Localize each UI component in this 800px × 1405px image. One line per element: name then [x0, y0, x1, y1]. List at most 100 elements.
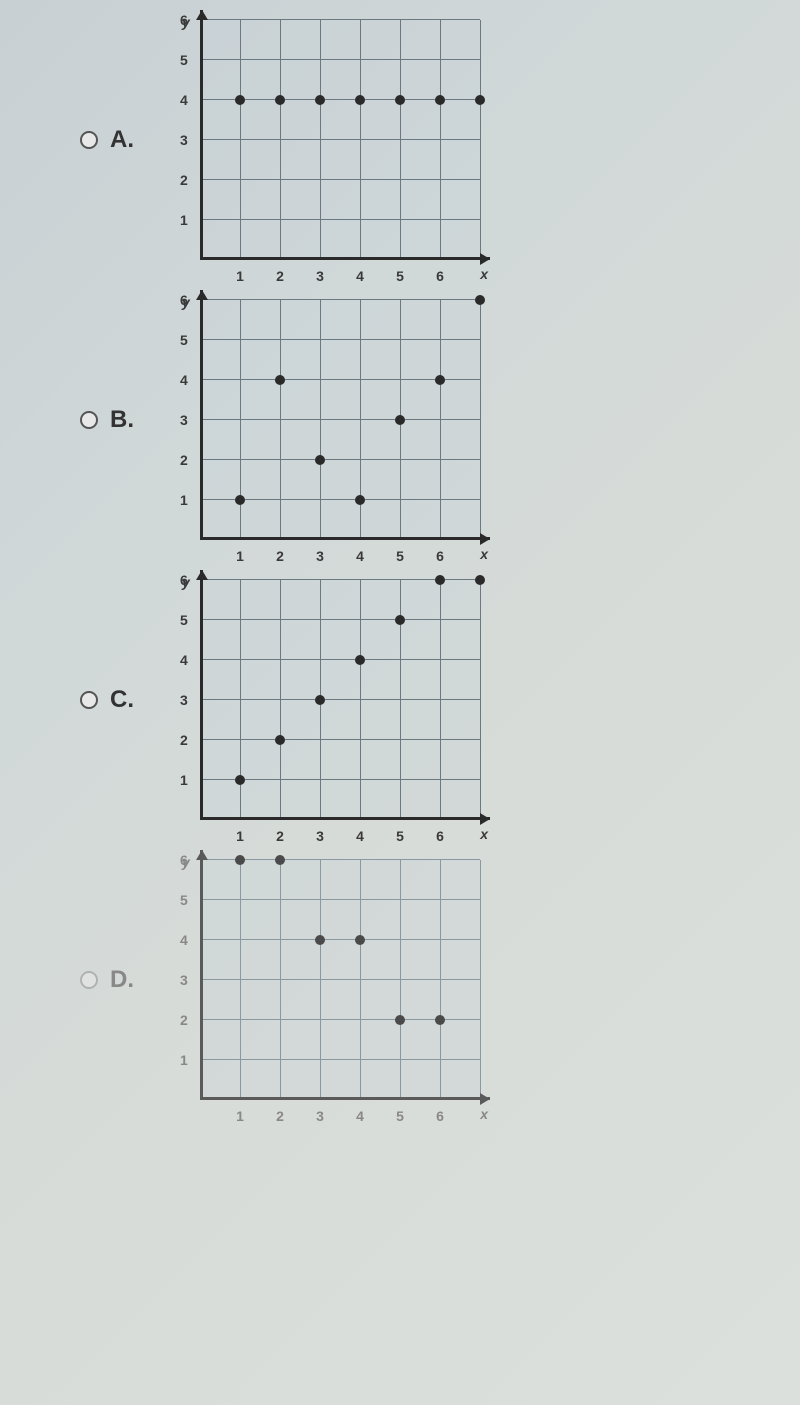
- grid-line: [360, 580, 361, 820]
- arrow-up-icon: [196, 10, 208, 20]
- y-tick-label: 3: [180, 972, 188, 988]
- y-tick-label: 2: [180, 452, 188, 468]
- scatter-chart-d: 123456123456yx: [200, 860, 480, 1100]
- x-tick-label: 5: [396, 268, 404, 284]
- y-axis: [200, 570, 203, 820]
- y-tick-label: 4: [180, 92, 188, 108]
- data-point: [235, 495, 245, 505]
- grid-line: [200, 299, 480, 300]
- x-tick-label: 2: [276, 828, 284, 844]
- option-label: A.: [110, 126, 134, 154]
- grid-line: [200, 899, 480, 900]
- x-tick-label: 2: [276, 548, 284, 564]
- data-point: [435, 1015, 445, 1025]
- grid-line: [200, 939, 480, 940]
- grid-line: [400, 20, 401, 260]
- radio-container[interactable]: B.: [80, 406, 170, 434]
- y-tick-label: 5: [180, 892, 188, 908]
- data-point: [435, 95, 445, 105]
- grid-line: [280, 20, 281, 260]
- grid-line: [200, 419, 480, 420]
- y-axis-label: y: [182, 294, 190, 310]
- x-tick-label: 1: [236, 1108, 244, 1124]
- y-axis: [200, 290, 203, 540]
- scatter-chart-c: 123456123456yx: [200, 580, 480, 820]
- data-point: [275, 95, 285, 105]
- grid-line: [200, 339, 480, 340]
- grid-line: [200, 59, 480, 60]
- chart-container: 123456123456yx: [200, 860, 480, 1100]
- y-axis-label: y: [182, 14, 190, 30]
- radio-container[interactable]: A.: [80, 126, 170, 154]
- grid-line: [320, 860, 321, 1100]
- radio-button-a[interactable]: [80, 131, 98, 149]
- grid-line: [400, 860, 401, 1100]
- data-point: [355, 95, 365, 105]
- grid-line: [200, 179, 480, 180]
- option-label: C.: [110, 686, 134, 714]
- chart-container: 123456123456yx: [200, 300, 480, 540]
- grid-line: [480, 860, 481, 1100]
- y-tick-label: 5: [180, 332, 188, 348]
- x-axis: [200, 537, 490, 540]
- scatter-chart-a: 123456123456yx: [200, 20, 480, 260]
- x-tick-label: 5: [396, 548, 404, 564]
- arrow-right-icon: [480, 813, 490, 825]
- x-tick-label: 3: [316, 268, 324, 284]
- x-tick-label: 4: [356, 1108, 364, 1124]
- x-axis-label: x: [480, 826, 488, 842]
- y-tick-label: 4: [180, 372, 188, 388]
- grid-line: [280, 860, 281, 1100]
- radio-container[interactable]: C.: [80, 686, 170, 714]
- grid-line: [200, 739, 480, 740]
- data-point: [315, 695, 325, 705]
- data-point: [275, 375, 285, 385]
- x-tick-label: 5: [396, 1108, 404, 1124]
- data-point: [475, 575, 485, 585]
- x-tick-label: 6: [436, 1108, 444, 1124]
- radio-button-d[interactable]: [80, 971, 98, 989]
- arrow-up-icon: [196, 290, 208, 300]
- data-point: [395, 1015, 405, 1025]
- y-tick-label: 1: [180, 772, 188, 788]
- x-axis-label: x: [480, 266, 488, 282]
- x-axis-label: x: [480, 546, 488, 562]
- x-axis: [200, 817, 490, 820]
- option-label: D.: [110, 966, 134, 994]
- x-tick-label: 6: [436, 548, 444, 564]
- y-tick-label: 5: [180, 52, 188, 68]
- grid-line: [200, 659, 480, 660]
- y-tick-label: 1: [180, 212, 188, 228]
- data-point: [355, 655, 365, 665]
- grid-line: [200, 219, 480, 220]
- data-point: [395, 415, 405, 425]
- arrow-right-icon: [480, 1093, 490, 1105]
- y-axis-label: y: [182, 574, 190, 590]
- grid-line: [440, 20, 441, 260]
- grid-line: [320, 20, 321, 260]
- grid-line: [360, 20, 361, 260]
- arrow-right-icon: [480, 253, 490, 265]
- grid-line: [480, 20, 481, 260]
- grid-line: [320, 300, 321, 540]
- grid-line: [200, 699, 480, 700]
- data-point: [235, 775, 245, 785]
- radio-button-b[interactable]: [80, 411, 98, 429]
- data-point: [315, 455, 325, 465]
- data-point: [275, 855, 285, 865]
- radio-button-c[interactable]: [80, 691, 98, 709]
- x-tick-label: 4: [356, 828, 364, 844]
- arrow-right-icon: [480, 533, 490, 545]
- data-point: [315, 95, 325, 105]
- data-point: [395, 615, 405, 625]
- grid-line: [200, 139, 480, 140]
- x-tick-label: 2: [276, 268, 284, 284]
- data-point: [235, 855, 245, 865]
- y-tick-label: 3: [180, 412, 188, 428]
- grid-line: [200, 459, 480, 460]
- radio-container[interactable]: D.: [80, 966, 170, 994]
- x-tick-label: 5: [396, 828, 404, 844]
- x-tick-label: 1: [236, 828, 244, 844]
- grid-line: [440, 580, 441, 820]
- option-label: B.: [110, 406, 134, 434]
